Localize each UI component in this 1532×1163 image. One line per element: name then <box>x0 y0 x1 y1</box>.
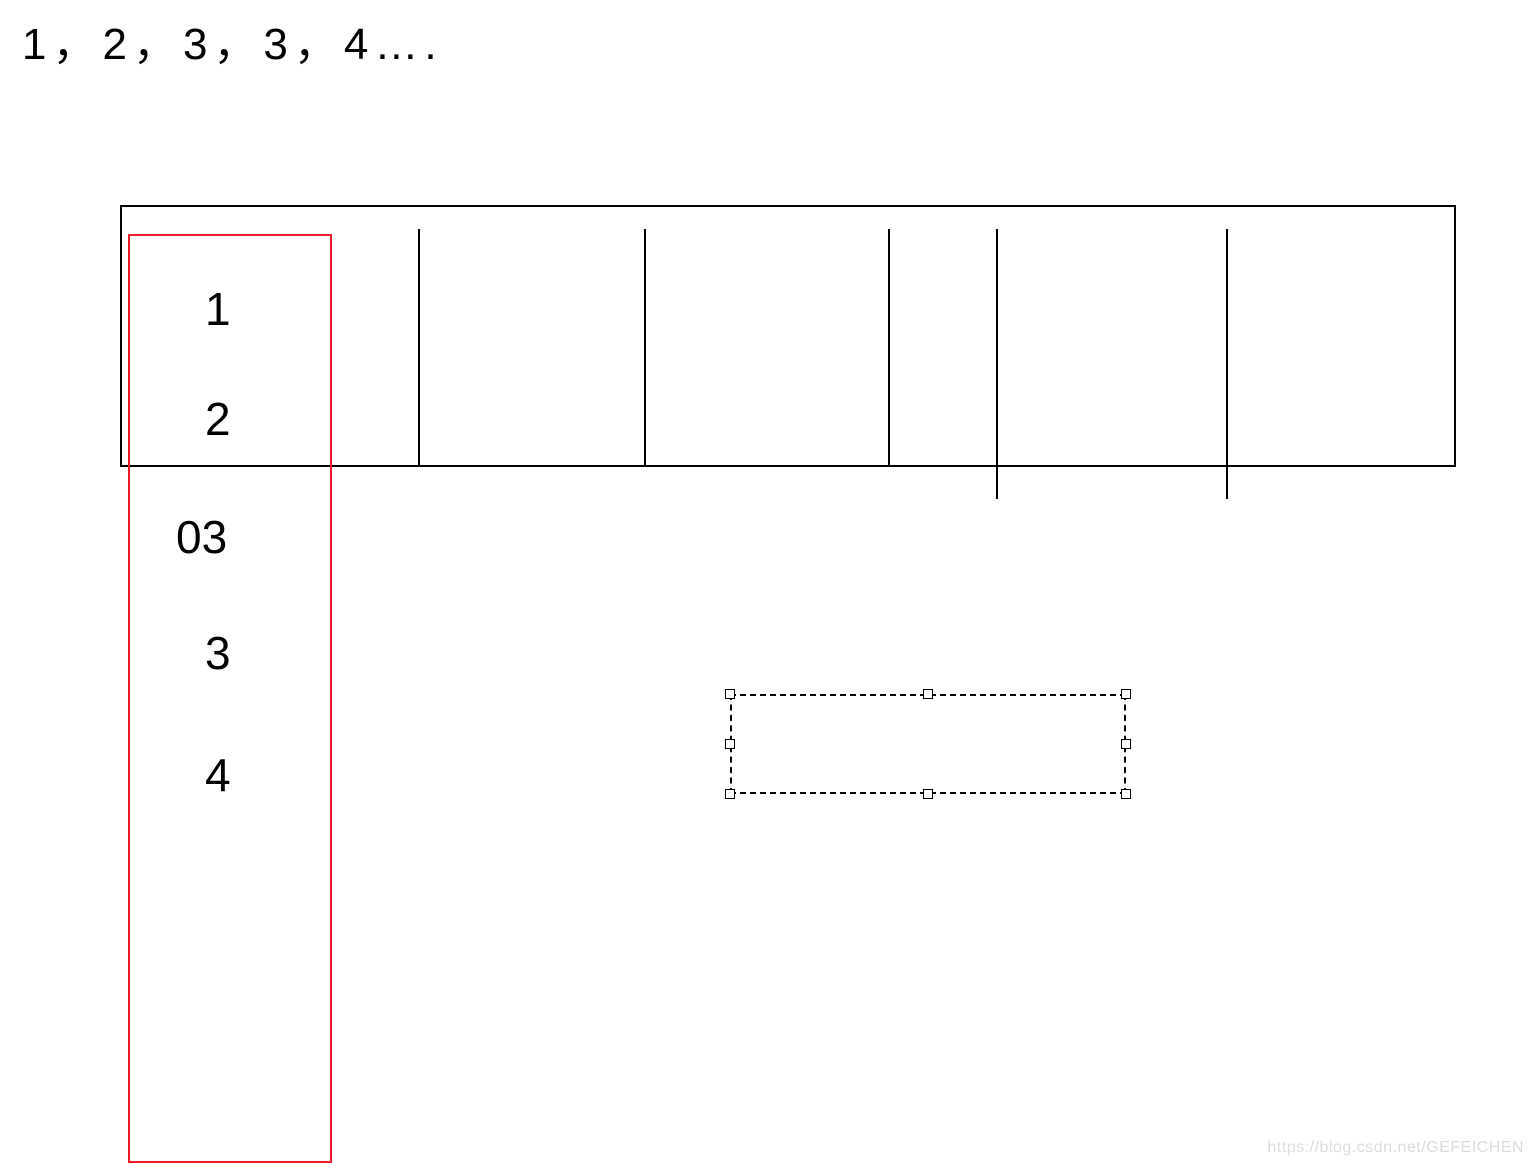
number-item-2: 2 <box>205 392 231 446</box>
number-item-1: 1 <box>205 282 231 336</box>
selection-handle-e[interactable] <box>1121 739 1131 749</box>
selection-handle-w[interactable] <box>725 739 735 749</box>
watermark-text: https://blog.csdn.net/GEFEICHEN <box>1268 1139 1525 1157</box>
selection-handle-n[interactable] <box>923 689 933 699</box>
selection-handle-nw[interactable] <box>725 689 735 699</box>
table-divider-3 <box>888 229 890 467</box>
number-item-3: 03 <box>176 510 227 564</box>
selection-dashed-border[interactable] <box>730 694 1126 794</box>
number-item-4: 3 <box>205 626 231 680</box>
table-divider-5 <box>1226 229 1228 499</box>
selection-handle-sw[interactable] <box>725 789 735 799</box>
header-sequence-text: 1，2，3，3，4…. <box>22 8 443 72</box>
selection-rectangle[interactable] <box>730 694 1126 794</box>
vertical-red-column-box <box>128 234 332 1163</box>
table-divider-4 <box>996 229 998 499</box>
table-divider-1 <box>418 229 420 467</box>
number-item-5: 4 <box>205 748 231 802</box>
selection-handle-s[interactable] <box>923 789 933 799</box>
selection-handle-se[interactable] <box>1121 789 1131 799</box>
table-divider-2 <box>644 229 646 467</box>
selection-handle-ne[interactable] <box>1121 689 1131 699</box>
